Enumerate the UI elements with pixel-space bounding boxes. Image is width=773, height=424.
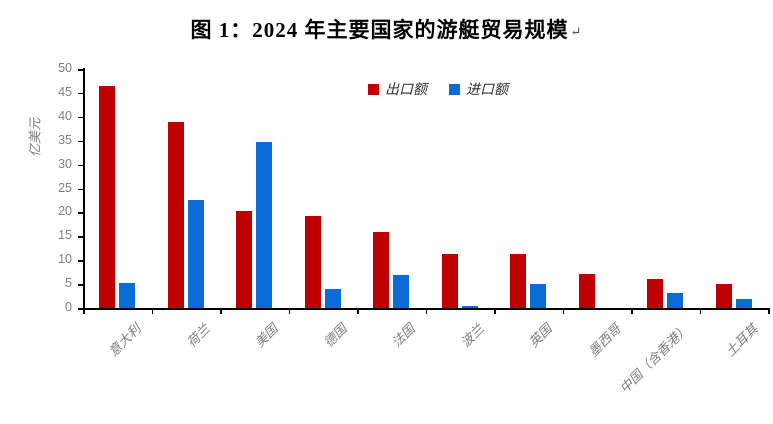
x-category-label: 英国	[525, 321, 555, 351]
import-swatch-icon	[449, 83, 460, 95]
legend: 出口额 进口额	[368, 79, 508, 99]
bar-export-0	[99, 85, 116, 308]
x-tick	[425, 308, 427, 314]
legend-label-import: 进口额	[466, 83, 508, 98]
y-tick	[78, 260, 83, 262]
bar-export-7	[578, 273, 595, 308]
legend-item-import: 进口额	[449, 79, 508, 99]
y-tick	[78, 164, 83, 167]
bar-import-3	[324, 288, 341, 308]
x-tick	[494, 308, 496, 314]
bar-import-5	[461, 305, 478, 308]
bar-import-0	[119, 283, 136, 308]
y-tick	[78, 212, 83, 214]
x-tick	[768, 308, 770, 314]
chart-title-text: 图 1：2024 年主要国家的游艇贸易规模	[190, 18, 569, 42]
y-axis	[83, 68, 85, 308]
legend-label-export: 出口额	[385, 83, 427, 98]
y-tick-label: 10	[58, 252, 72, 267]
x-tick	[562, 308, 564, 314]
bar-import-9	[735, 299, 752, 308]
x-category-label: 意大利	[105, 321, 144, 360]
bar-export-5	[441, 254, 458, 308]
bar-export-3	[304, 215, 321, 308]
y-tick	[78, 92, 83, 95]
x-category-label: 法国	[388, 321, 418, 351]
x-tick	[83, 308, 85, 314]
y-tick	[78, 308, 83, 310]
x-category-label: 波兰	[457, 321, 487, 351]
x-tick	[220, 308, 222, 314]
y-tick	[78, 69, 83, 71]
export-swatch-icon	[368, 83, 379, 95]
bar-export-9	[715, 284, 732, 308]
y-tick	[78, 116, 83, 119]
y-tick-label: 5	[65, 276, 72, 291]
bar-export-1	[167, 121, 184, 308]
y-tick-label: 15	[58, 228, 72, 243]
chart-title: 图 1：2024 年主要国家的游艇贸易规模 ↵	[0, 14, 773, 44]
paragraph-mark-icon: ↵	[570, 24, 583, 40]
bar-export-2	[236, 210, 253, 308]
bar-import-1	[187, 200, 204, 308]
bar-export-8	[647, 279, 664, 308]
y-tick-label: 20	[58, 204, 72, 219]
legend-item-export: 出口额	[368, 79, 427, 99]
bar-import-6	[530, 283, 547, 308]
x-tick	[631, 308, 633, 314]
x-category-label: 墨西哥	[585, 321, 624, 360]
bar-import-8	[667, 292, 684, 308]
x-tick	[699, 308, 701, 314]
y-tick-label: 40	[58, 108, 72, 123]
x-category-label: 美国	[251, 321, 281, 351]
y-tick	[78, 188, 83, 190]
x-category-label: 德国	[320, 321, 350, 351]
y-tick	[78, 284, 83, 286]
x-tick	[357, 308, 359, 314]
bar-export-4	[373, 231, 390, 308]
y-tick-label: 0	[65, 300, 72, 314]
bar-import-2	[256, 142, 273, 308]
x-category-label: 土耳其	[722, 321, 761, 360]
x-category-label: 中国（含香港）	[617, 321, 692, 397]
x-tick	[288, 308, 290, 314]
y-tick	[78, 236, 83, 238]
bar-export-6	[510, 254, 527, 308]
x-category-label: 荷兰	[183, 321, 213, 351]
bar-import-4	[393, 274, 410, 308]
y-tick-label: 25	[58, 180, 72, 195]
x-tick	[151, 308, 153, 314]
y-tick-label: 30	[58, 156, 72, 171]
y-tick-label: 45	[58, 84, 72, 99]
y-tick-label: 35	[58, 132, 72, 147]
y-tick-label: 50	[58, 61, 72, 75]
y-tick	[78, 140, 83, 143]
